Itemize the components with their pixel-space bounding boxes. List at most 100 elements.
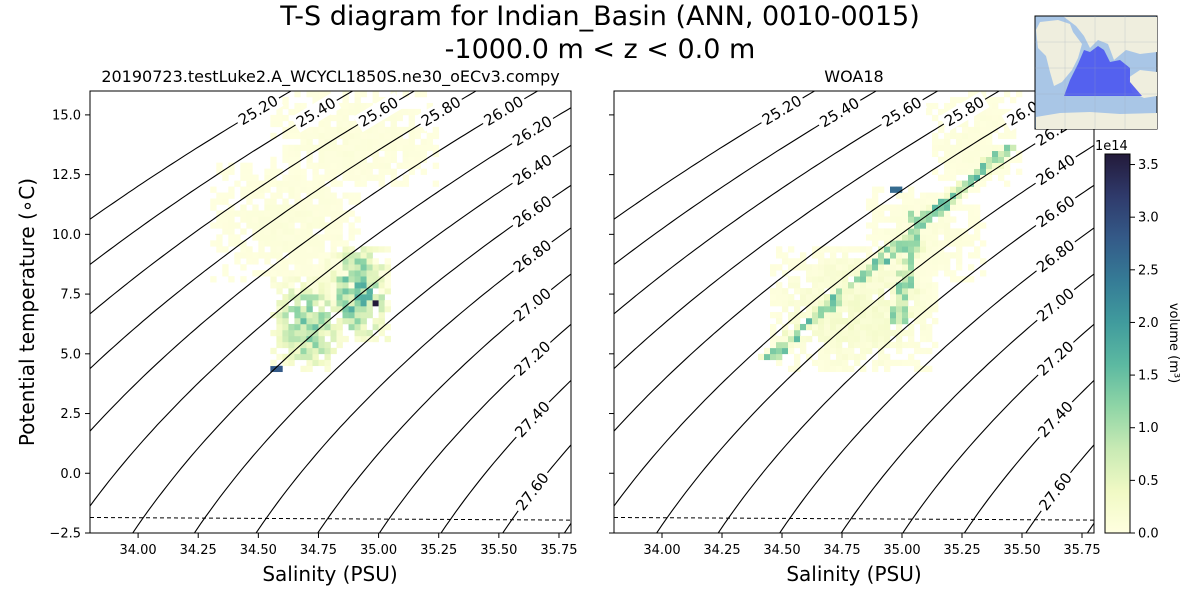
right-volume-cell	[896, 323, 903, 331]
right-volume-cell	[944, 192, 951, 199]
left-volume-cell	[408, 114, 415, 122]
right-volume-cell	[812, 282, 819, 289]
right-volume-cell	[914, 312, 921, 319]
left-volume-cell	[282, 144, 289, 152]
right-volume-cell	[848, 264, 855, 271]
right-volume-cell	[890, 282, 897, 289]
right-volume-cell	[872, 365, 879, 373]
right-volume-cell	[854, 294, 861, 301]
right-contour-label: 25.20	[756, 91, 808, 131]
right-volume-cell	[896, 258, 903, 265]
left-volume-cell	[378, 246, 385, 253]
left-volume-cell	[270, 365, 277, 373]
left-xtick-label: 34.50	[240, 543, 277, 558]
right-volume-cell	[920, 252, 927, 259]
right-volume-cell	[836, 353, 843, 361]
left-volume-cell	[318, 162, 325, 169]
left-volume-cell	[300, 282, 307, 289]
right-volume-cell	[950, 144, 957, 152]
left-volume-cell	[348, 132, 355, 140]
left-volume-cell	[318, 270, 325, 277]
left-volume-cell	[300, 174, 307, 181]
left-volume-cell	[258, 228, 265, 235]
left-volume-cell	[306, 186, 313, 193]
right-volume-cell	[896, 192, 903, 199]
left-volume-cell	[324, 150, 331, 157]
left-volume-cell	[342, 120, 349, 128]
right-volume-cell	[884, 204, 891, 211]
right-volume-cell	[938, 144, 945, 152]
right-volume-cell	[800, 252, 807, 259]
left-volume-cell	[402, 126, 409, 134]
right-volume-cell	[884, 300, 891, 307]
left-volume-cell	[276, 282, 283, 289]
left-volume-cell	[402, 150, 409, 157]
left-volume-cell	[264, 168, 271, 175]
left-volume-cell	[348, 108, 355, 116]
left-volume-cell	[216, 216, 223, 223]
left-volume-cell	[354, 198, 361, 205]
left-volume-cell	[270, 192, 277, 199]
right-volume-cell	[890, 264, 897, 271]
left-volume-cell	[348, 144, 355, 152]
right-volume-cell	[926, 288, 933, 295]
left-volume-cell	[270, 156, 277, 163]
left-density-contour	[90, 91, 354, 265]
right-volume-cell	[872, 264, 879, 271]
right-volume-cell	[830, 246, 837, 253]
right-volume-cell	[956, 180, 963, 187]
right-axes-frame	[613, 90, 1095, 534]
left-contour-label: 26.20	[507, 110, 558, 152]
left-volume-cell	[408, 162, 415, 169]
right-volume-cell	[836, 347, 843, 355]
right-volume-cell	[932, 192, 939, 199]
left-volume-cell	[312, 335, 319, 343]
right-volume-cell	[788, 276, 795, 283]
right-volume-cell	[788, 335, 795, 343]
right-volume-cell	[932, 341, 939, 349]
right-volume-cell	[968, 91, 975, 98]
left-volume-cell	[396, 138, 403, 146]
right-volume-cell	[824, 359, 831, 367]
right-volume-cell	[968, 210, 975, 217]
right-volume-cell	[872, 210, 879, 217]
left-volume-cell	[342, 96, 349, 104]
left-volume-cell	[330, 204, 337, 211]
left-volume-cell	[324, 156, 331, 163]
right-volume-cell	[818, 270, 825, 277]
right-volume-cell	[986, 108, 993, 116]
left-volume-cell	[312, 317, 319, 325]
left-volume-cell	[366, 168, 373, 175]
right-volume-cell	[854, 270, 861, 277]
inset-map-land-africa	[1036, 20, 1082, 86]
left-volume-cell	[276, 210, 283, 217]
left-volume-cell	[288, 216, 295, 223]
left-volume-cell	[390, 138, 397, 146]
left-volume-cell	[336, 168, 343, 175]
left-volume-cell	[336, 335, 343, 343]
right-volume-cell	[908, 264, 915, 271]
right-volume-cell	[944, 210, 951, 217]
left-volume-cell	[318, 282, 325, 289]
left-volume-cell	[276, 240, 283, 247]
left-volume-cell	[246, 186, 253, 193]
left-volume-cell	[276, 180, 283, 187]
right-volume-cell	[926, 282, 933, 289]
left-volume-cell	[276, 228, 283, 235]
right-volume-cell	[782, 335, 789, 343]
right-volume-cell	[968, 222, 975, 229]
left-volume-cell	[324, 138, 331, 146]
right-volume-cell	[932, 204, 939, 211]
left-volume-cell	[342, 270, 349, 277]
right-volume-cell	[830, 335, 837, 343]
left-volume-cell	[276, 353, 283, 361]
left-volume-cell	[318, 180, 325, 187]
left-volume-cell	[300, 216, 307, 223]
left-volume-cell	[264, 210, 271, 217]
right-volume-cell	[926, 198, 933, 205]
left-volume-cell	[282, 276, 289, 283]
right-volume-cell	[872, 258, 879, 265]
left-volume-cell	[306, 294, 313, 301]
right-volume-cell	[974, 252, 981, 259]
left-volume-cell	[258, 252, 265, 259]
